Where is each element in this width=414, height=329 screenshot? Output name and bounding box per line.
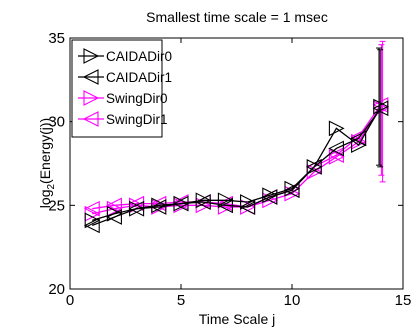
legend-label: CAIDADir0 xyxy=(106,49,172,64)
data-point xyxy=(240,194,256,210)
data-point xyxy=(83,217,100,234)
legend-marker xyxy=(83,90,100,106)
data-point xyxy=(261,189,278,205)
data-point xyxy=(328,140,344,157)
data-point xyxy=(173,195,190,212)
chart-title: Smallest time scale = 1 msec xyxy=(146,9,328,25)
legend-marker xyxy=(82,111,99,127)
y-tick-label: 30 xyxy=(48,114,65,131)
data-point xyxy=(262,187,279,204)
legend-marker xyxy=(83,48,100,64)
data-point xyxy=(239,199,256,215)
data-point xyxy=(194,194,211,210)
data-point xyxy=(84,212,101,229)
data-point xyxy=(195,192,212,209)
data-point xyxy=(351,137,367,153)
data-point xyxy=(217,192,234,209)
x-tick-label: 0 xyxy=(66,292,74,309)
data-point xyxy=(372,100,389,117)
plot-area xyxy=(83,40,390,234)
legend-entry-CAIDADir0: CAIDADir0 xyxy=(78,48,172,64)
data-point xyxy=(328,148,345,165)
y-axis-label-subscript: 2 xyxy=(46,184,57,190)
data-point xyxy=(328,120,345,137)
legend-label: SwingDir0 xyxy=(106,91,168,106)
y-axis-label-base: log xyxy=(37,190,53,209)
data-point xyxy=(129,200,145,217)
y-tick-label: 25 xyxy=(48,197,65,214)
x-tick-label: 5 xyxy=(177,292,185,309)
x-axis-label: Time Scale j xyxy=(199,311,276,327)
data-point xyxy=(151,197,168,214)
legend-label: SwingDir1 xyxy=(106,112,168,127)
series-line xyxy=(92,107,382,215)
legend-entry-CAIDADir1: CAIDADir1 xyxy=(78,69,172,85)
data-point xyxy=(306,158,323,175)
data-point xyxy=(106,205,123,222)
y-tick-label: 35 xyxy=(48,30,65,47)
y-tick-label: 20 xyxy=(48,281,65,298)
data-point xyxy=(83,200,100,217)
x-tick-label: 10 xyxy=(284,292,301,309)
series-CAIDADir0 xyxy=(84,47,390,229)
axis-ticks: 0 5 10 15 20 25 30 35 xyxy=(48,30,411,309)
legend: CAIDADir0 CAIDADir1 SwingDir0 SwingDir1 xyxy=(71,39,172,138)
y-axis-label: log2(Energy(j)) xyxy=(37,118,57,208)
data-point xyxy=(217,197,233,214)
data-point xyxy=(150,199,167,215)
data-point xyxy=(283,182,300,199)
series-line xyxy=(92,106,382,222)
axes-frame xyxy=(69,37,404,290)
legend-label: CAIDADir1 xyxy=(106,70,172,85)
data-point xyxy=(373,98,390,115)
y-axis-label-rest: (Energy(j)) xyxy=(37,118,53,184)
data-point xyxy=(284,180,301,197)
x-tick-label: 15 xyxy=(395,292,412,309)
legend-marker xyxy=(82,69,99,85)
legend-entry-SwingDir0: SwingDir0 xyxy=(78,90,168,106)
legend-entry-SwingDir1: SwingDir1 xyxy=(78,111,168,127)
